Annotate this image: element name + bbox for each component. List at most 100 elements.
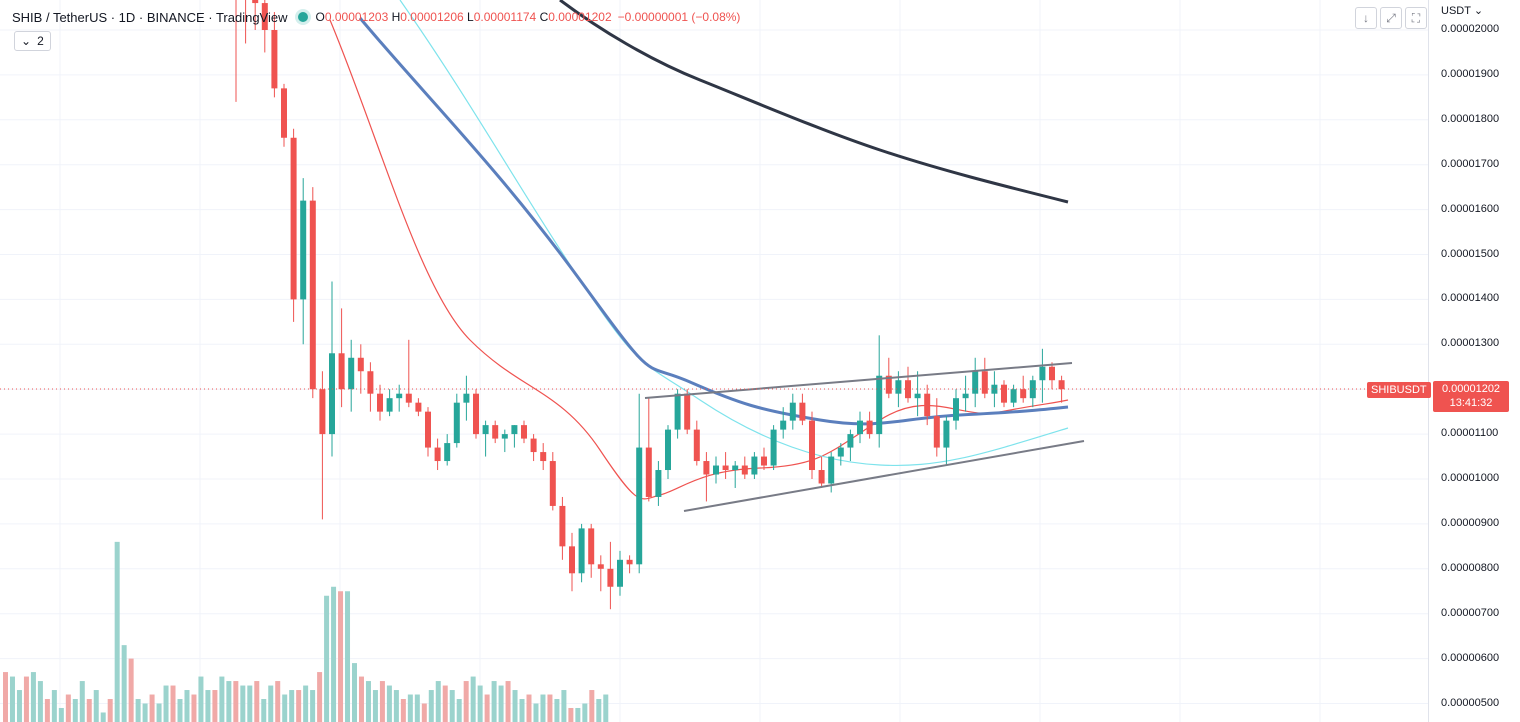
volume-bar <box>421 703 427 722</box>
candle <box>281 83 287 147</box>
axis-tick-label: 0.00001400 <box>1441 292 1500 305</box>
volume-bar <box>345 591 351 722</box>
volume-bar <box>149 694 155 722</box>
candle <box>549 452 556 511</box>
volume-bar <box>589 690 595 722</box>
volume-bar <box>310 690 316 722</box>
candle <box>866 411 873 439</box>
candle <box>530 434 537 462</box>
candle <box>559 496 566 560</box>
volume-bar <box>58 707 64 722</box>
chevron-down-icon: ⌄ <box>21 34 32 48</box>
volume-bar <box>205 690 211 722</box>
candle <box>924 384 931 426</box>
axis-tick-label: 0.00001600 <box>1441 202 1500 215</box>
volume-bars <box>3 541 609 722</box>
candle <box>972 357 979 408</box>
candle <box>588 523 595 578</box>
ma-mid-line <box>358 17 1069 426</box>
indicators-toggle-button[interactable]: ⌄ 2 <box>14 31 51 51</box>
volume-bar <box>477 685 483 722</box>
volume-bar <box>240 685 246 722</box>
candle <box>473 389 479 439</box>
axis-tick-label: 0.00001100 <box>1441 427 1499 440</box>
volume-bar <box>170 685 176 722</box>
volume-bar <box>414 694 420 722</box>
volume-bar <box>386 685 392 722</box>
volume-bar <box>596 699 602 722</box>
axis-tick-label: 0.00002000 <box>1441 23 1500 35</box>
axis-tick-label: 0.00001000 <box>1441 472 1500 484</box>
candle <box>367 362 374 412</box>
volume-bar <box>247 685 253 722</box>
candle <box>348 339 355 412</box>
currency-selector[interactable]: USDT ⌄ <box>1441 5 1484 17</box>
candle <box>434 438 441 471</box>
candle <box>300 178 307 345</box>
volume-bar <box>526 694 532 722</box>
axis-tick-label: 0.00000900 <box>1441 516 1500 529</box>
candle <box>607 541 614 610</box>
volume-bar <box>37 681 43 722</box>
candle <box>521 420 527 444</box>
chart-grid <box>0 0 1428 722</box>
volume-bar <box>72 699 78 722</box>
volume-bar <box>184 690 190 722</box>
volume-bar <box>435 681 441 722</box>
volume-bar <box>44 699 50 722</box>
moving-averages <box>329 0 1069 500</box>
volume-bar <box>23 676 29 722</box>
ohlc-values: O0.00001203 H0.00001206 L0.00001174 C0.0… <box>315 10 612 24</box>
volume-bar <box>568 707 574 722</box>
expand-icon[interactable]: ⤢ <box>1380 7 1402 29</box>
price-axis[interactable] <box>1428 0 1520 722</box>
candle <box>511 425 518 448</box>
candle <box>377 384 383 421</box>
volume-bar <box>233 681 239 722</box>
symbol-title[interactable]: SHIB / TetherUS · 1D · BINANCE · Trading… <box>12 9 288 25</box>
candle <box>703 452 710 502</box>
last-price-tag: 0.00001202 13:41:32 <box>1433 381 1509 412</box>
volume-bar <box>135 699 141 722</box>
volume-bar <box>128 658 134 722</box>
candle <box>770 425 777 471</box>
lower-trendline <box>683 440 1085 512</box>
candle <box>1049 362 1055 390</box>
candle <box>943 416 950 466</box>
candle <box>453 393 460 448</box>
candle <box>818 456 825 488</box>
candle <box>235 0 237 102</box>
candle <box>444 434 451 466</box>
candle <box>1039 348 1046 403</box>
market-status-icon[interactable] <box>297 12 308 22</box>
candle <box>405 339 412 408</box>
volume-bar <box>512 690 518 722</box>
candle <box>578 523 585 583</box>
candle <box>386 389 393 417</box>
volume-bar <box>505 681 511 722</box>
chevron-down-icon: ⌄ <box>1473 5 1484 17</box>
candle <box>751 452 758 479</box>
candle <box>809 411 815 479</box>
volume-bar <box>30 672 36 722</box>
fullscreen-icon[interactable]: ⛶ <box>1405 7 1427 29</box>
candle <box>981 357 988 399</box>
candle <box>252 0 259 30</box>
volume-bar <box>533 703 539 722</box>
candle <box>876 335 883 448</box>
axis-tick-label: 0.00001500 <box>1441 247 1500 260</box>
candle <box>761 447 767 471</box>
arrow-down-icon[interactable]: ↓ <box>1355 7 1377 29</box>
candle <box>1029 375 1036 408</box>
candle <box>597 555 604 592</box>
candle <box>847 429 854 462</box>
candle <box>732 461 739 488</box>
volume-bar <box>540 694 546 722</box>
axis-tick-label: 0.00001300 <box>1441 337 1500 350</box>
volume-bar <box>603 694 609 722</box>
volume-bar <box>303 685 309 722</box>
volume-bar <box>114 541 120 722</box>
volume-bar <box>442 685 448 722</box>
volume-bar <box>463 681 469 722</box>
